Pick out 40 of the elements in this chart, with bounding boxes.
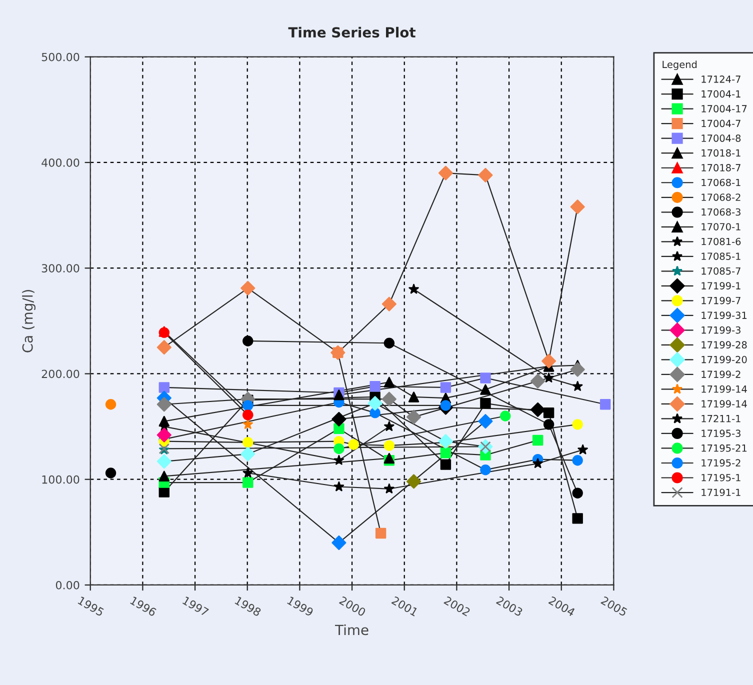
y-tick-label: 500.00 [42,52,80,62]
legend-label: 17199-14 [702,400,747,408]
y-tick-label: 200.00 [42,370,80,378]
legend-label: 17070-1 [702,223,740,230]
legend-label: 17199-31 [702,312,747,319]
legend-label: 17068-1 [702,178,740,186]
legend-label: 17195-21 [702,444,747,452]
legend-title: Legend [662,60,697,70]
legend-label: 17191-1 [702,488,740,496]
legend-label: 17199-20 [702,356,747,364]
legend-label: 17004-7 [702,120,740,128]
legend-label: 17018-1 [702,149,740,157]
legend-label: 17004-8 [702,134,741,142]
y-tick-label: 100.00 [42,475,80,484]
y-axis-title: Ca (mg/l) [22,290,36,352]
legend-label: 17195-3 [702,430,740,438]
x-axis-title: Time [334,624,368,636]
x-tick-label: 1997 [182,596,210,617]
y-tick-label: 0.00 [56,580,80,590]
legend-label: 17199-2 [702,370,740,378]
legend-label: 17195-2 [702,459,740,467]
legend-label: 17199-28 [702,341,747,348]
legend-label: 17199-3 [702,326,740,334]
legend-label: 17004-1 [702,90,740,98]
legend-label: 17081-6 [702,238,741,246]
legend-label: 17068-3 [702,208,740,216]
legend-label: 17004-17 [702,105,747,112]
legend-label: 17085-7 [702,267,740,275]
legend-label: 17124-7 [702,76,740,83]
y-tick-label: 400.00 [42,158,80,167]
legend-label: 17195-1 [702,474,740,482]
legend-label: 17085-1 [702,252,740,260]
legend-label: 17018-7 [702,164,740,172]
legend-label: 17199-14 [702,385,747,393]
chart-title: Time Series Plot [288,26,416,38]
legend-label: 17199-1 [702,282,740,290]
legend-label: 17068-2 [702,194,740,201]
y-tick-label: 300.00 [42,264,80,272]
legend-label: 17199-7 [702,296,740,304]
legend-label: 17211-1 [702,414,740,422]
